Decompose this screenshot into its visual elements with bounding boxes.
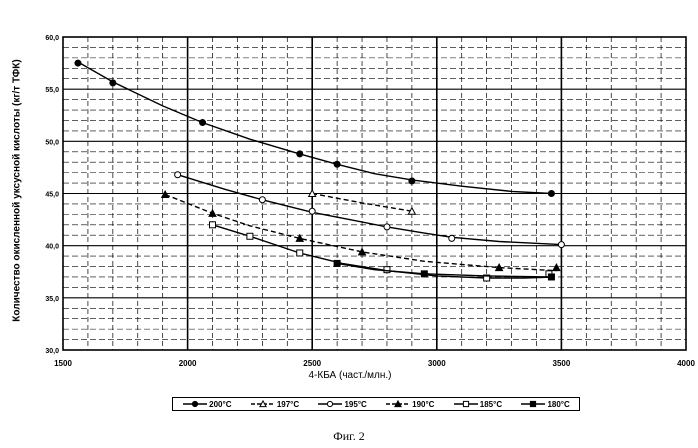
y-tick-label: 45,0 [45,192,59,199]
legend-item: 180°C [520,399,569,409]
data-point [548,191,554,197]
x-tick-label: 3000 [428,359,446,368]
data-point [334,161,340,167]
legend-label: 197°C [277,400,299,409]
data-point [110,80,116,86]
legend-marker [328,401,333,406]
legend-label: 185°C [480,400,502,409]
data-point [309,208,315,214]
data-point [409,178,415,184]
y-axis-label: Количество окисленной уксусной кислоты (… [12,16,23,366]
data-point [200,120,206,126]
series-200C [75,60,554,196]
data-point [384,267,390,273]
y-tick-label: 40,0 [45,244,59,251]
figure-caption: Фиг. 2 [0,429,698,444]
legend-swatch [520,399,546,409]
data-point [297,250,303,256]
y-tick-label: 55,0 [45,87,59,94]
legend-marker [531,401,536,406]
legend-swatch [250,399,276,409]
data-point [421,271,427,277]
data-point [259,197,265,203]
y-tick-label: 35,0 [45,296,59,303]
data-point [449,235,455,241]
series-line [178,175,562,245]
legend-item: 195°C [317,399,366,409]
series-line [78,62,551,194]
x-tick-label: 2000 [179,359,197,368]
data-point [175,172,181,178]
y-tick-label: 60,0 [45,35,59,42]
legend-label: 190°C [412,400,434,409]
data-point [75,60,81,66]
x-tick-label: 4000 [677,359,695,368]
data-point [553,264,560,271]
legend-item: 200°C [182,399,231,409]
data-point [247,233,253,239]
y-tick-label: 30,0 [45,348,59,355]
series-line [165,195,556,271]
legend-marker [193,401,198,406]
series-185C [210,222,554,281]
legend-label: 180°C [547,400,569,409]
legend-swatch [182,399,208,409]
data-point [334,260,340,266]
series [75,60,564,281]
series-line [337,263,551,277]
data-point [558,242,564,248]
y-tick-label: 50,0 [45,139,59,146]
legend-item: 185°C [453,399,502,409]
tick-labels: 1500 2000 2500 3000 3500 4000 30,0 35,0 40,0 45,0… [45,35,695,368]
x-tick-label: 2500 [303,359,321,368]
x-tick-label: 3500 [553,359,571,368]
x-tick-label: 1500 [54,359,72,368]
grid [63,37,686,350]
x-axis-label: 4-КБА (част./млн.) [270,370,430,381]
legend-label: 200°C [209,400,231,409]
data-point [384,224,390,230]
legend-label: 195°C [344,400,366,409]
data-point [548,274,554,280]
legend-item: 190°C [385,399,434,409]
legend-swatch [317,399,343,409]
data-point [297,151,303,157]
legend-swatch [385,399,411,409]
legend: 200°C 197°C 195°C 190°C 185°C 180°C [172,397,580,411]
legend-marker [463,401,468,406]
legend-swatch [453,399,479,409]
legend-item: 197°C [250,399,299,409]
data-point [210,222,216,228]
